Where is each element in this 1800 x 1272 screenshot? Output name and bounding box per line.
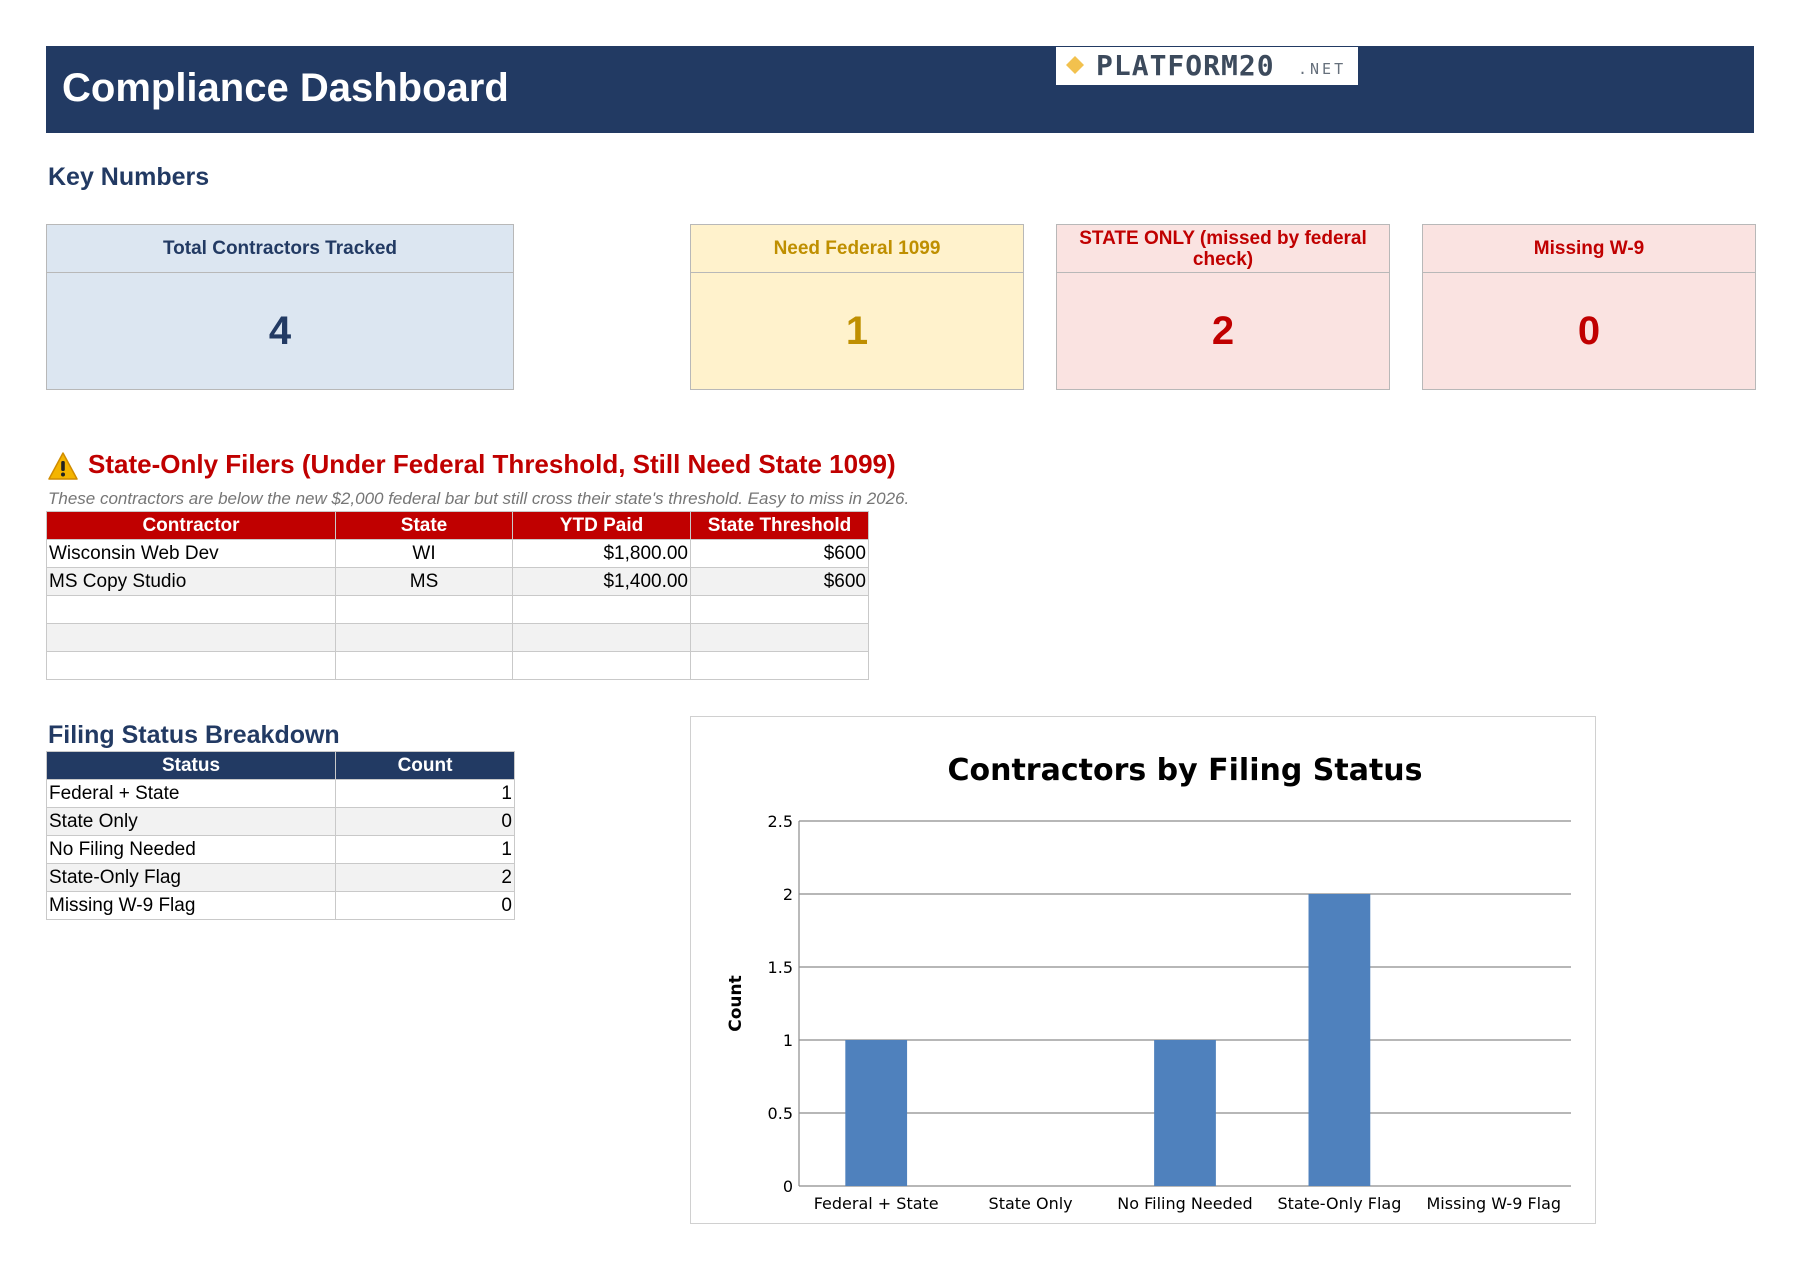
y-axis-label: Count: [726, 975, 746, 1032]
cell-status: No Filing Needed: [46, 835, 336, 864]
column-header-ytd-paid: YTD Paid: [512, 511, 691, 540]
table-row: No Filing Needed 1: [46, 835, 515, 864]
x-tick-label: Federal + State: [814, 1194, 939, 1213]
cell-ytd-paid: [512, 651, 691, 680]
table-row: Wisconsin Web Dev WI $1,800.00 $600: [46, 539, 869, 568]
cell-status: State-Only Flag: [46, 863, 336, 892]
table-row: State-Only Flag 2: [46, 863, 515, 892]
filing-status-table: Status Count Federal + State 1 State Onl…: [46, 751, 515, 920]
cell-ytd-paid: $1,800.00: [512, 539, 691, 568]
chart-canvas: Contractors by Filing Status 0 0.5 1 1.5 2 2.5…: [726, 753, 1571, 1213]
kpi-card-value: 4: [268, 308, 292, 353]
cell-state-threshold: [690, 595, 869, 624]
kpi-card-missing-w9: Missing W-9 0: [1422, 224, 1756, 390]
filing-status-chart: Contractors by Filing Status 0 0.5 1 1.5 2 2.5…: [690, 716, 1596, 1224]
table-row: Federal + State 1: [46, 779, 515, 808]
kpi-card-need-federal-1099: Need Federal 1099 1: [690, 224, 1024, 390]
page-title: Compliance Dashboard: [62, 66, 509, 110]
y-tick-label: 0: [783, 1177, 793, 1196]
logo-text: PLATFORM20: [1096, 49, 1275, 82]
cell-count: 1: [335, 779, 515, 808]
x-tick-label: State-Only Flag: [1277, 1194, 1401, 1213]
kpi-card-total-contractors: Total Contractors Tracked 4: [46, 224, 514, 390]
cell-count: 0: [335, 891, 515, 920]
cell-state-threshold: [690, 651, 869, 680]
table-header-row: Status Count: [46, 751, 515, 780]
cell-count: 1: [335, 835, 515, 864]
cell-contractor: [46, 623, 336, 652]
table-row: MS Copy Studio MS $1,400.00 $600: [46, 567, 869, 596]
column-header-state-threshold: State Threshold: [690, 511, 869, 540]
cell-status: State Only: [46, 807, 336, 836]
kpi-card-label: Total Contractors Tracked: [47, 225, 513, 273]
column-header-count: Count: [335, 751, 515, 780]
state-only-note: These contractors are below the new $2,0…: [48, 489, 910, 508]
cell-contractor: [46, 651, 336, 680]
warning-icon: [48, 452, 78, 480]
state-only-title: State-Only Filers (Under Federal Thresho…: [88, 449, 896, 479]
y-tick-label: 0.5: [768, 1104, 793, 1123]
kpi-card-value: 1: [845, 308, 869, 353]
cell-state: WI: [335, 539, 513, 568]
cell-state: [335, 651, 513, 680]
key-numbers-title: Key Numbers: [48, 163, 210, 191]
column-header-status: Status: [46, 751, 336, 780]
column-header-contractor: Contractor: [46, 511, 336, 540]
platform-logo: [1056, 47, 1358, 85]
column-header-state: State: [335, 511, 513, 540]
cell-contractor: [46, 595, 336, 624]
state-only-table: Contractor State YTD Paid State Threshol…: [46, 511, 869, 680]
cell-ytd-paid: [512, 595, 691, 624]
cell-state-threshold: [690, 623, 869, 652]
bar-0: [845, 1040, 908, 1186]
cell-status: Federal + State: [46, 779, 336, 808]
diamond-icon: [1066, 56, 1084, 74]
cell-ytd-paid: $1,400.00: [512, 567, 691, 596]
table-row: State Only 0: [46, 807, 515, 836]
y-tick-label: 2: [783, 885, 793, 904]
chart-title: Contractors by Filing Status: [947, 753, 1422, 788]
cell-state-threshold: $600: [690, 567, 869, 596]
cell-count: 2: [335, 863, 515, 892]
kpi-card-value: 0: [1577, 308, 1601, 353]
bar-2: [1154, 1040, 1216, 1186]
bar-3: [1308, 894, 1371, 1186]
cell-contractor: MS Copy Studio: [46, 567, 336, 596]
logo-suffix: .NET: [1298, 60, 1347, 78]
x-tick-label: Missing W-9 Flag: [1427, 1194, 1562, 1213]
cell-state: MS: [335, 567, 513, 596]
table-header-row: Contractor State YTD Paid State Threshol…: [46, 511, 869, 540]
cell-state: [335, 595, 513, 624]
table-row: Missing W-9 Flag 0: [46, 891, 515, 920]
table-row: [46, 623, 869, 652]
kpi-card-value: 2: [1211, 308, 1235, 353]
cell-status: Missing W-9 Flag: [46, 891, 336, 920]
y-tick-label: 1: [783, 1031, 793, 1050]
cell-count: 0: [335, 807, 515, 836]
kpi-card-label: Need Federal 1099: [691, 225, 1023, 273]
cell-ytd-paid: [512, 623, 691, 652]
kpi-card-label: Missing W-9: [1423, 225, 1755, 273]
kpi-card-label: STATE ONLY (missed by federal check): [1057, 225, 1389, 273]
x-tick-label: State Only: [989, 1194, 1073, 1213]
filing-status-title: Filing Status Breakdown: [48, 721, 340, 749]
cell-state-threshold: $600: [690, 539, 869, 568]
cell-state: [335, 623, 513, 652]
table-row: [46, 595, 869, 624]
kpi-card-state-only: STATE ONLY (missed by federal check) 2: [1056, 224, 1390, 390]
x-tick-label: No Filing Needed: [1117, 1194, 1252, 1213]
header-banner: [46, 46, 1754, 133]
y-tick-label: 2.5: [768, 812, 793, 831]
y-tick-label: 1.5: [768, 958, 793, 977]
table-row: [46, 651, 869, 680]
cell-contractor: Wisconsin Web Dev: [46, 539, 336, 568]
